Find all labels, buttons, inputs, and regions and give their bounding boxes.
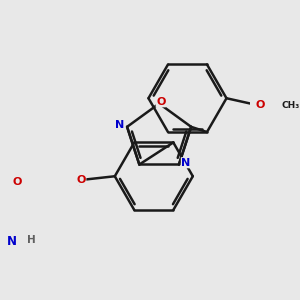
Text: N: N: [182, 158, 190, 168]
Text: O: O: [156, 97, 166, 107]
Text: N: N: [116, 120, 124, 130]
Text: O: O: [256, 100, 265, 110]
Text: H: H: [27, 235, 36, 245]
Text: CH₃: CH₃: [281, 101, 299, 110]
Text: O: O: [13, 177, 22, 187]
Text: O: O: [76, 175, 86, 185]
Text: N: N: [7, 235, 17, 248]
